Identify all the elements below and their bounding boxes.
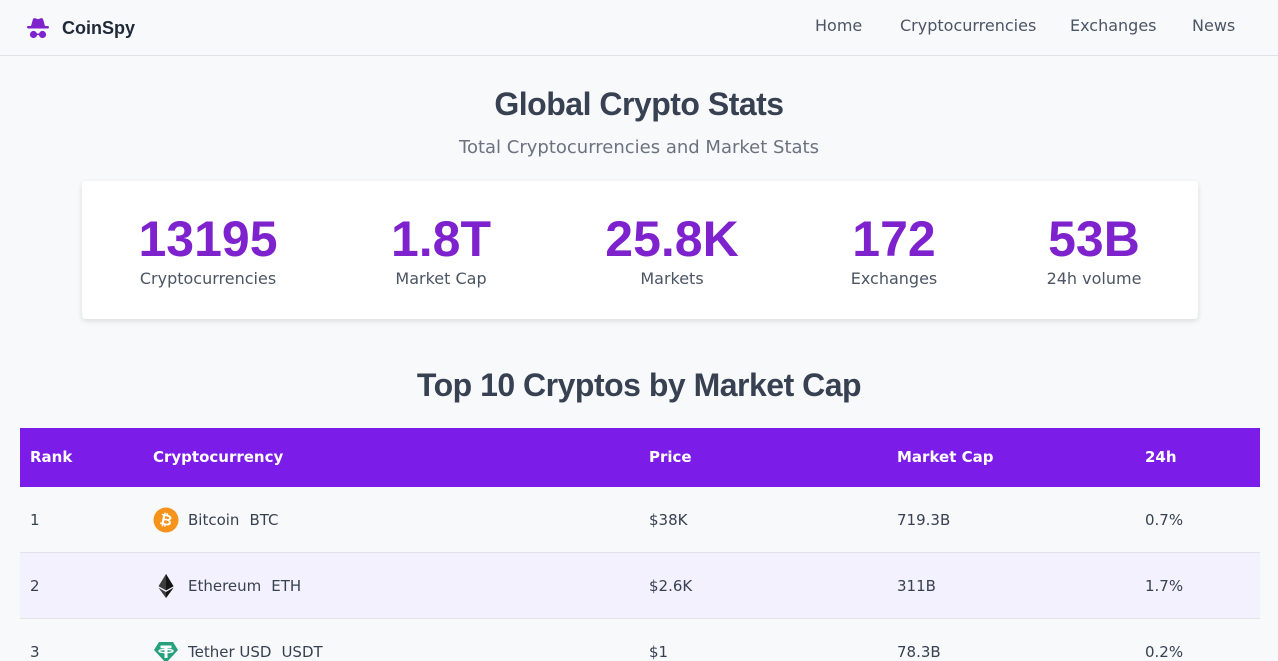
cell-cryptocurrency[interactable]: Ethereum ETH (153, 573, 301, 599)
stat-value: 172 (852, 211, 936, 267)
bitcoin-icon: ₿ (153, 507, 179, 533)
cell-cryptocurrency[interactable]: ₿ Bitcoin BTC (153, 507, 279, 533)
cell-price: $1 (649, 643, 669, 661)
nav-link-exchanges[interactable]: Exchanges (1070, 16, 1157, 35)
cell-24h-change: 0.2% (1145, 643, 1184, 661)
stat-value: 1.8T (390, 211, 492, 267)
stat-cryptocurrencies: 13195 Cryptocurrencies (98, 211, 318, 288)
table-row[interactable]: 1 ₿ Bitcoin BTC $38K 719.3B 0.7% (20, 487, 1260, 553)
coin-name: Ethereum (188, 577, 262, 595)
stat-value: 13195 (138, 211, 278, 267)
table-row[interactable]: 2 Ethereum ETH $2.6K 311B 1.7% (20, 553, 1260, 619)
spy-hat-icon (26, 16, 50, 40)
coin-name: Tether USD (188, 643, 272, 661)
ethereum-icon (153, 573, 179, 599)
stat-markets: 25.8K Markets (562, 211, 782, 288)
stat-label: Market Cap (395, 269, 487, 288)
cell-rank: 3 (30, 643, 40, 661)
stat-label: 24h volume (1046, 269, 1142, 288)
stat-label: Cryptocurrencies (139, 269, 277, 288)
table-header: Rank Cryptocurrency Price Market Cap 24h (20, 428, 1260, 487)
coin-name: Bitcoin (188, 511, 240, 529)
cell-rank: 1 (30, 511, 40, 529)
stat-market-cap: 1.8T Market Cap (331, 211, 551, 288)
header-price[interactable]: Price (649, 448, 692, 466)
stat-value: 25.8K (605, 211, 739, 267)
stats-card: 13195 Cryptocurrencies 1.8T Market Cap 2… (82, 181, 1198, 319)
section-title: Top 10 Cryptos by Market Cap (416, 367, 862, 403)
nav-link-cryptocurrencies[interactable]: Cryptocurrencies (900, 16, 1037, 35)
cell-price: $2.6K (649, 577, 693, 595)
header-rank[interactable]: Rank (30, 448, 73, 466)
navbar: CoinSpy Home Cryptocurrencies Exchanges … (0, 0, 1278, 56)
stat-label: Markets (640, 269, 704, 288)
cell-cryptocurrency[interactable]: Tether USD USDT (153, 639, 323, 661)
page-title: Global Crypto Stats (494, 86, 784, 122)
stat-24h-volume: 53B 24h volume (984, 211, 1204, 288)
header-24h[interactable]: 24h (1145, 448, 1177, 466)
stat-value: 53B (1048, 211, 1140, 267)
table-row[interactable]: 3 Tether USD USDT $1 78.3B 0.2% (20, 619, 1260, 661)
page-subtitle: Total Cryptocurrencies and Market Stats (459, 137, 819, 158)
coin-symbol: USDT (281, 643, 323, 661)
cell-market-cap: 311B (897, 577, 936, 595)
cell-market-cap: 719.3B (897, 511, 951, 529)
header-cryptocurrency[interactable]: Cryptocurrency (153, 448, 284, 466)
coin-symbol: BTC (249, 511, 279, 529)
nav-link-news[interactable]: News (1192, 16, 1236, 35)
tether-icon (153, 639, 179, 661)
cell-market-cap: 78.3B (897, 643, 941, 661)
header-market-cap[interactable]: Market Cap (897, 448, 994, 466)
coin-symbol: ETH (271, 577, 302, 595)
svg-text:₿: ₿ (158, 511, 174, 530)
stat-label: Exchanges (850, 269, 938, 288)
brand-name: CoinSpy (62, 17, 136, 38)
brand[interactable]: CoinSpy (26, 14, 135, 42)
cell-price: $38K (649, 511, 688, 529)
crypto-table: Rank Cryptocurrency Price Market Cap 24h… (20, 428, 1260, 661)
cell-24h-change: 1.7% (1145, 577, 1184, 595)
stat-exchanges: 172 Exchanges (784, 211, 1004, 288)
cell-rank: 2 (30, 577, 40, 595)
cell-24h-change: 0.7% (1145, 511, 1184, 529)
nav-link-home[interactable]: Home (815, 16, 863, 35)
